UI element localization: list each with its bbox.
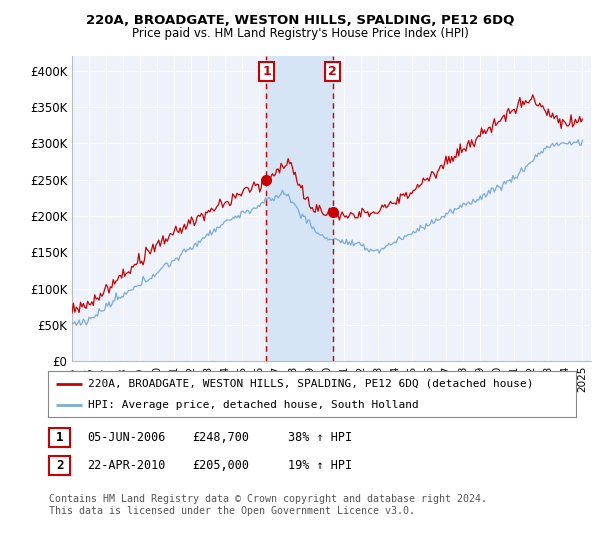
Text: HPI: Average price, detached house, South Holland: HPI: Average price, detached house, Sout… — [88, 400, 418, 410]
Text: 38% ↑ HPI: 38% ↑ HPI — [288, 431, 352, 445]
Text: 1: 1 — [56, 431, 64, 445]
Text: 2: 2 — [328, 65, 337, 78]
Text: £248,700: £248,700 — [192, 431, 249, 445]
Text: 1: 1 — [262, 65, 271, 78]
Text: 22-APR-2010: 22-APR-2010 — [87, 459, 166, 473]
Text: 220A, BROADGATE, WESTON HILLS, SPALDING, PE12 6DQ (detached house): 220A, BROADGATE, WESTON HILLS, SPALDING,… — [88, 379, 533, 389]
Text: 05-JUN-2006: 05-JUN-2006 — [87, 431, 166, 445]
Text: 2: 2 — [56, 459, 64, 473]
Text: 220A, BROADGATE, WESTON HILLS, SPALDING, PE12 6DQ: 220A, BROADGATE, WESTON HILLS, SPALDING,… — [86, 14, 514, 27]
Text: Contains HM Land Registry data © Crown copyright and database right 2024.
This d: Contains HM Land Registry data © Crown c… — [49, 494, 487, 516]
Text: £205,000: £205,000 — [192, 459, 249, 473]
Text: Price paid vs. HM Land Registry's House Price Index (HPI): Price paid vs. HM Land Registry's House … — [131, 27, 469, 40]
Text: 19% ↑ HPI: 19% ↑ HPI — [288, 459, 352, 473]
Bar — [266, 56, 332, 361]
